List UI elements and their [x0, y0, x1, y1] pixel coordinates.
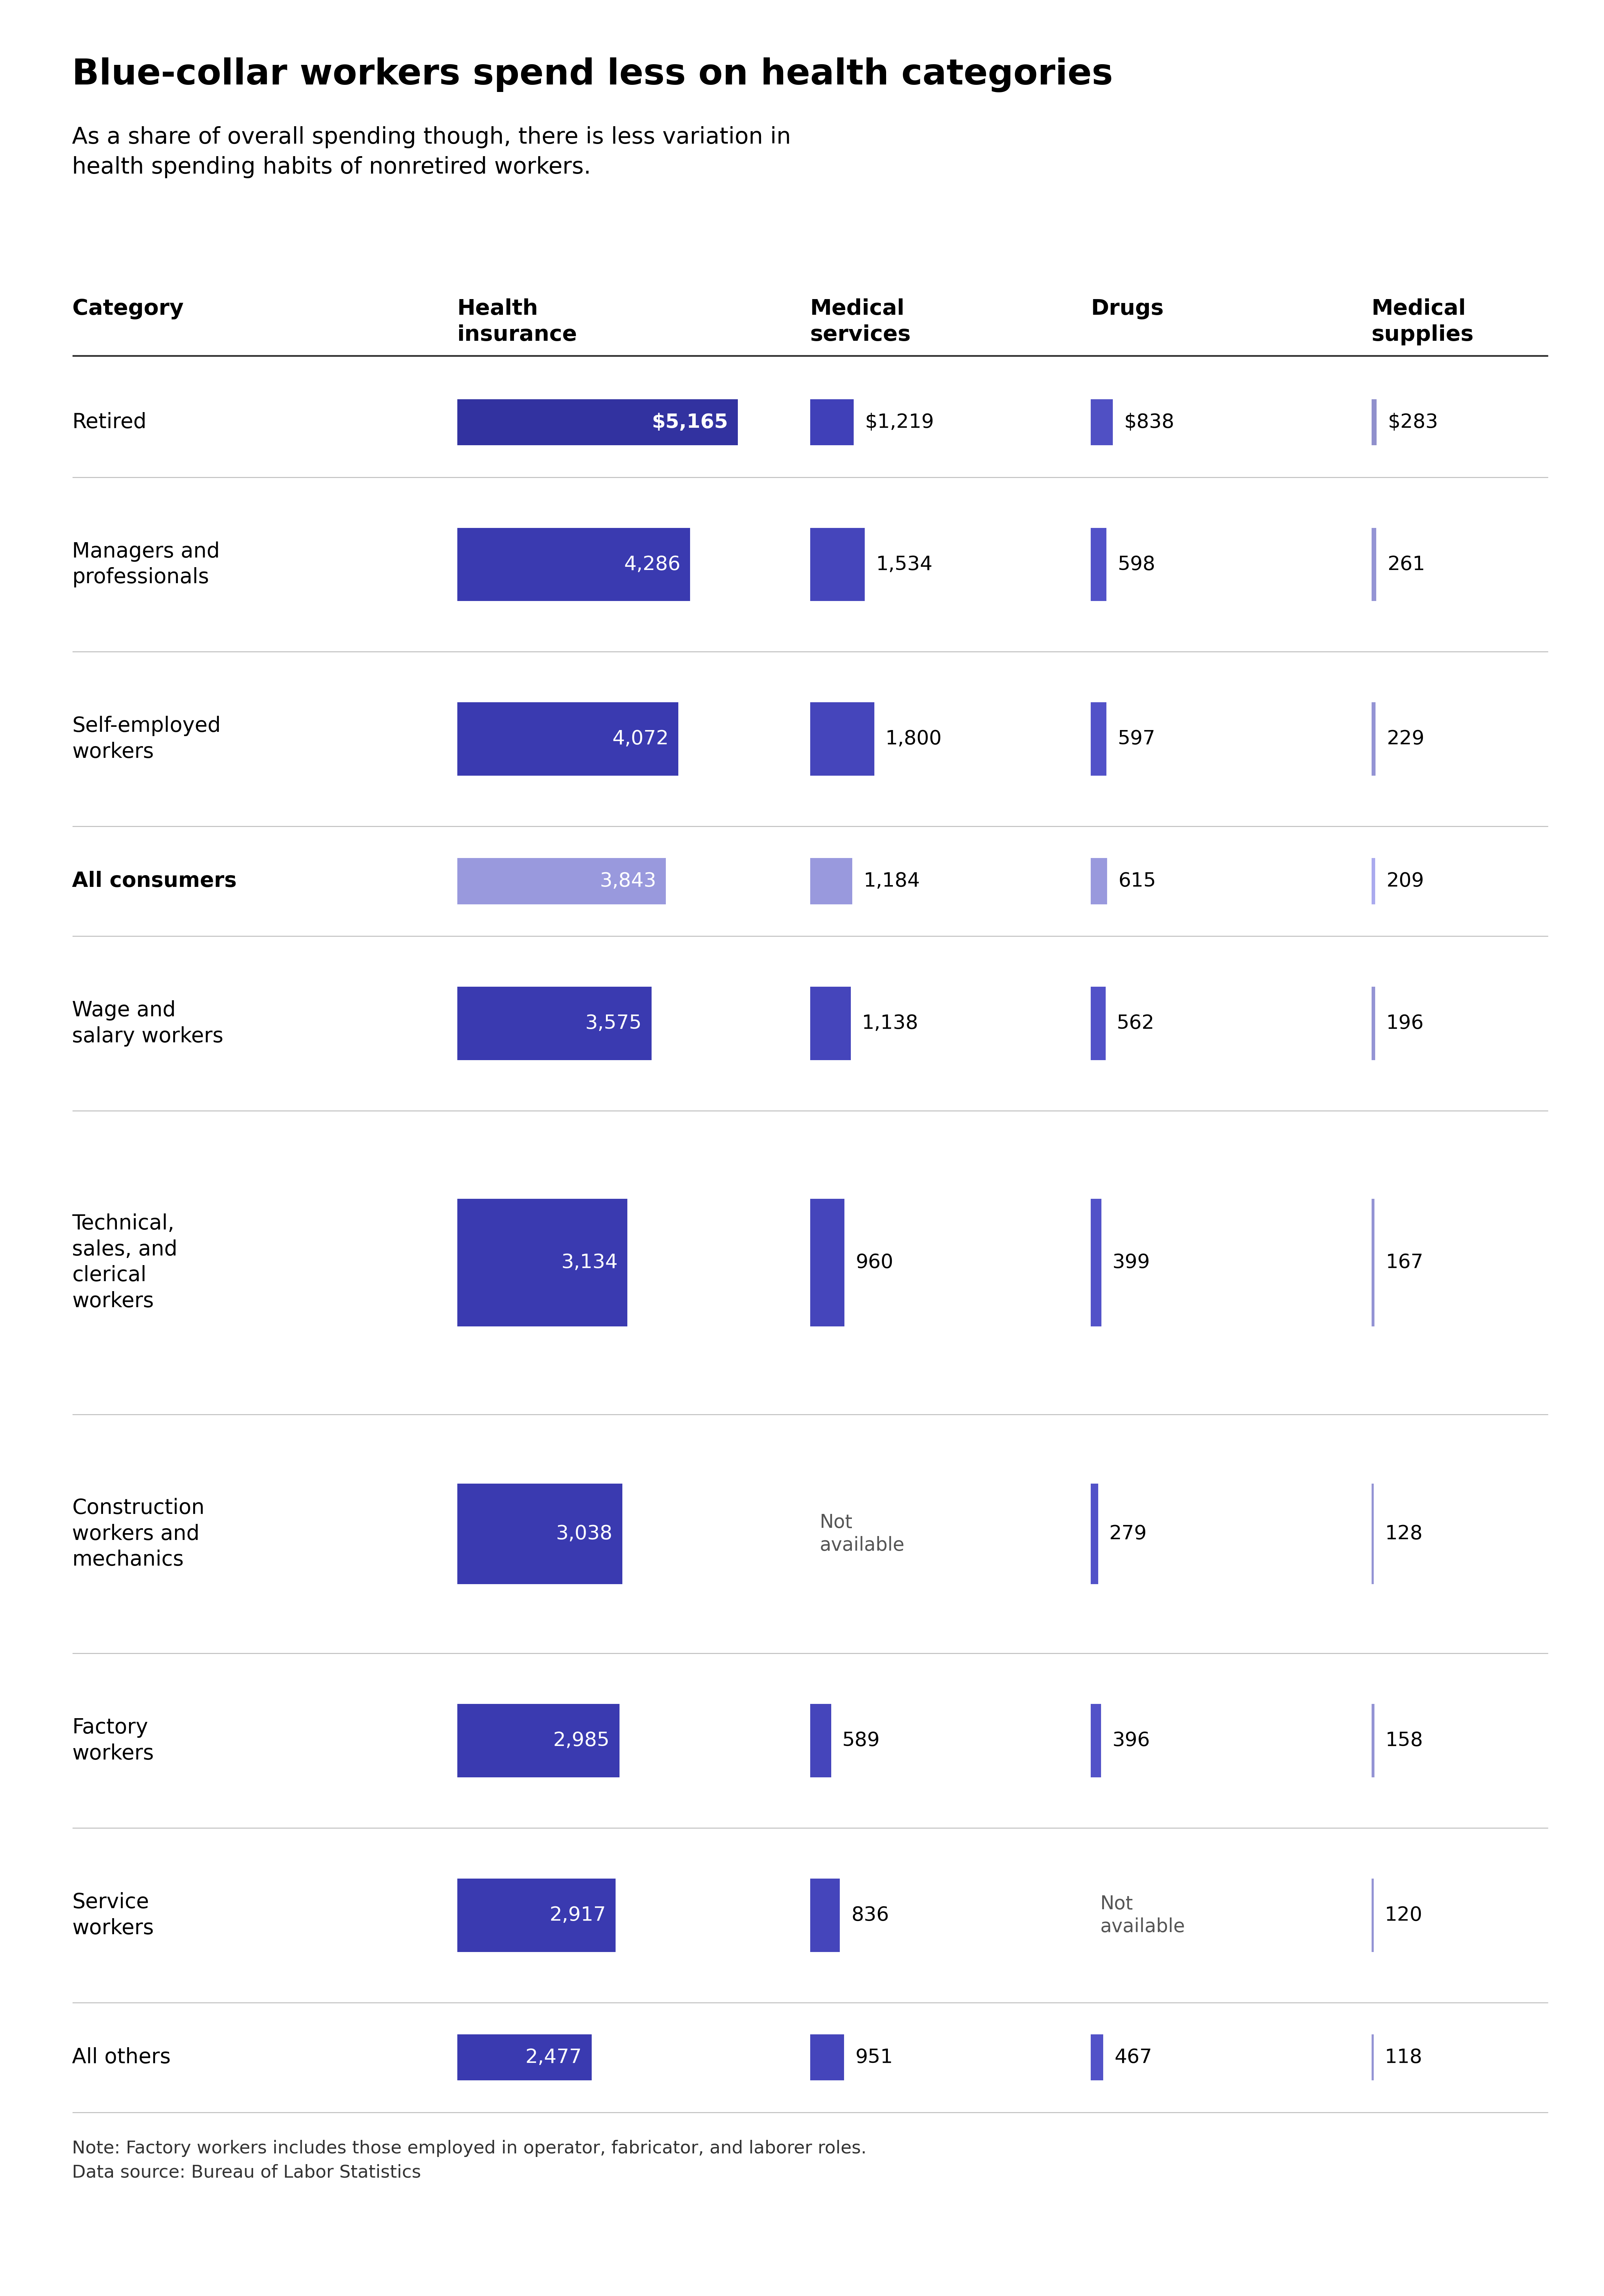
- Bar: [1091, 1704, 1102, 1777]
- Text: 1,138: 1,138: [861, 1015, 919, 1033]
- Text: 3,134: 3,134: [561, 1254, 618, 1272]
- Bar: [1091, 859, 1107, 905]
- Text: 589: 589: [842, 1731, 881, 1750]
- Bar: [1371, 400, 1376, 445]
- Text: Drugs: Drugs: [1091, 298, 1163, 319]
- Text: Technical,
sales, and
clerical
workers: Technical, sales, and clerical workers: [72, 1212, 178, 1311]
- Text: Blue-collar workers spend less on health categories: Blue-collar workers spend less on health…: [72, 57, 1113, 92]
- Bar: [810, 400, 853, 445]
- Text: $1,219: $1,219: [865, 413, 934, 432]
- Text: 597: 597: [1118, 730, 1155, 748]
- Text: Health
insurance: Health insurance: [457, 298, 577, 344]
- Bar: [1371, 2034, 1373, 2080]
- Text: 2,917: 2,917: [550, 1906, 606, 1924]
- Bar: [457, 2034, 592, 2080]
- Bar: [457, 1704, 619, 1777]
- Text: As a share of overall spending though, there is less variation in
health spendin: As a share of overall spending though, t…: [72, 126, 791, 179]
- Text: 167: 167: [1386, 1254, 1423, 1272]
- Bar: [1371, 1483, 1373, 1584]
- Bar: [1091, 987, 1105, 1061]
- Text: $838: $838: [1124, 413, 1174, 432]
- Text: 261: 261: [1387, 556, 1426, 574]
- Bar: [457, 400, 738, 445]
- Text: Managers and
professionals: Managers and professionals: [72, 542, 220, 588]
- Text: 1,800: 1,800: [885, 730, 942, 748]
- Text: 209: 209: [1386, 872, 1424, 891]
- Bar: [1371, 1878, 1373, 1952]
- Text: Retired: Retired: [72, 413, 146, 432]
- Bar: [1091, 2034, 1104, 2080]
- Text: 396: 396: [1113, 1731, 1150, 1750]
- Bar: [457, 703, 678, 776]
- Bar: [810, 528, 865, 602]
- Text: 4,072: 4,072: [613, 730, 669, 748]
- Text: All consumers: All consumers: [72, 870, 237, 891]
- Text: 118: 118: [1384, 2048, 1423, 2066]
- Text: Service
workers: Service workers: [72, 1892, 154, 1938]
- Text: 598: 598: [1118, 556, 1155, 574]
- Text: $5,165: $5,165: [651, 413, 728, 432]
- Bar: [457, 859, 666, 905]
- Text: 128: 128: [1384, 1525, 1423, 1543]
- Bar: [810, 859, 852, 905]
- Bar: [1371, 859, 1375, 905]
- Bar: [1371, 528, 1376, 602]
- Bar: [810, 2034, 844, 2080]
- Bar: [1091, 703, 1107, 776]
- Text: 836: 836: [852, 1906, 889, 1924]
- Bar: [457, 528, 690, 602]
- Text: 4,286: 4,286: [624, 556, 680, 574]
- Text: 615: 615: [1118, 872, 1156, 891]
- Text: Construction
workers and
mechanics: Construction workers and mechanics: [72, 1497, 205, 1570]
- Text: 2,985: 2,985: [553, 1731, 610, 1750]
- Text: Medical
services: Medical services: [810, 298, 911, 344]
- Bar: [1091, 1199, 1102, 1327]
- Bar: [1091, 1483, 1099, 1584]
- Text: 399: 399: [1113, 1254, 1150, 1272]
- Bar: [457, 1483, 622, 1584]
- Text: $283: $283: [1387, 413, 1439, 432]
- Text: Note: Factory workers includes those employed in operator, fabricator, and labor: Note: Factory workers includes those emp…: [72, 2140, 866, 2181]
- Text: 120: 120: [1384, 1906, 1423, 1924]
- Bar: [1091, 528, 1107, 602]
- Text: 2,477: 2,477: [526, 2048, 582, 2066]
- Text: Category: Category: [72, 298, 183, 319]
- Bar: [810, 1878, 840, 1952]
- Bar: [457, 987, 651, 1061]
- Text: 562: 562: [1116, 1015, 1155, 1033]
- Text: All others: All others: [72, 2048, 172, 2066]
- Text: Medical
supplies: Medical supplies: [1371, 298, 1474, 344]
- Bar: [1371, 987, 1375, 1061]
- Text: 1,184: 1,184: [863, 872, 921, 891]
- Bar: [1091, 400, 1113, 445]
- Bar: [457, 1878, 616, 1952]
- Text: 3,843: 3,843: [600, 872, 656, 891]
- Text: 1,534: 1,534: [876, 556, 932, 574]
- Text: 196: 196: [1386, 1015, 1424, 1033]
- Bar: [810, 1199, 844, 1327]
- Text: 3,038: 3,038: [557, 1525, 613, 1543]
- Text: 951: 951: [855, 2048, 893, 2066]
- Bar: [1371, 1199, 1375, 1327]
- Bar: [1371, 703, 1376, 776]
- Bar: [457, 1199, 627, 1327]
- Text: Self-employed
workers: Self-employed workers: [72, 716, 221, 762]
- Text: 3,575: 3,575: [585, 1015, 642, 1033]
- Bar: [1371, 1704, 1375, 1777]
- Text: 467: 467: [1115, 2048, 1152, 2066]
- Text: 229: 229: [1387, 730, 1424, 748]
- Bar: [810, 1704, 831, 1777]
- Text: Not
available: Not available: [820, 1513, 905, 1554]
- Bar: [810, 703, 874, 776]
- Text: 158: 158: [1386, 1731, 1423, 1750]
- Text: 960: 960: [855, 1254, 893, 1272]
- Text: Not
available: Not available: [1100, 1894, 1185, 1936]
- Text: 279: 279: [1110, 1525, 1147, 1543]
- Text: Wage and
salary workers: Wage and salary workers: [72, 1001, 223, 1047]
- Text: Factory
workers: Factory workers: [72, 1717, 154, 1763]
- Bar: [810, 987, 850, 1061]
